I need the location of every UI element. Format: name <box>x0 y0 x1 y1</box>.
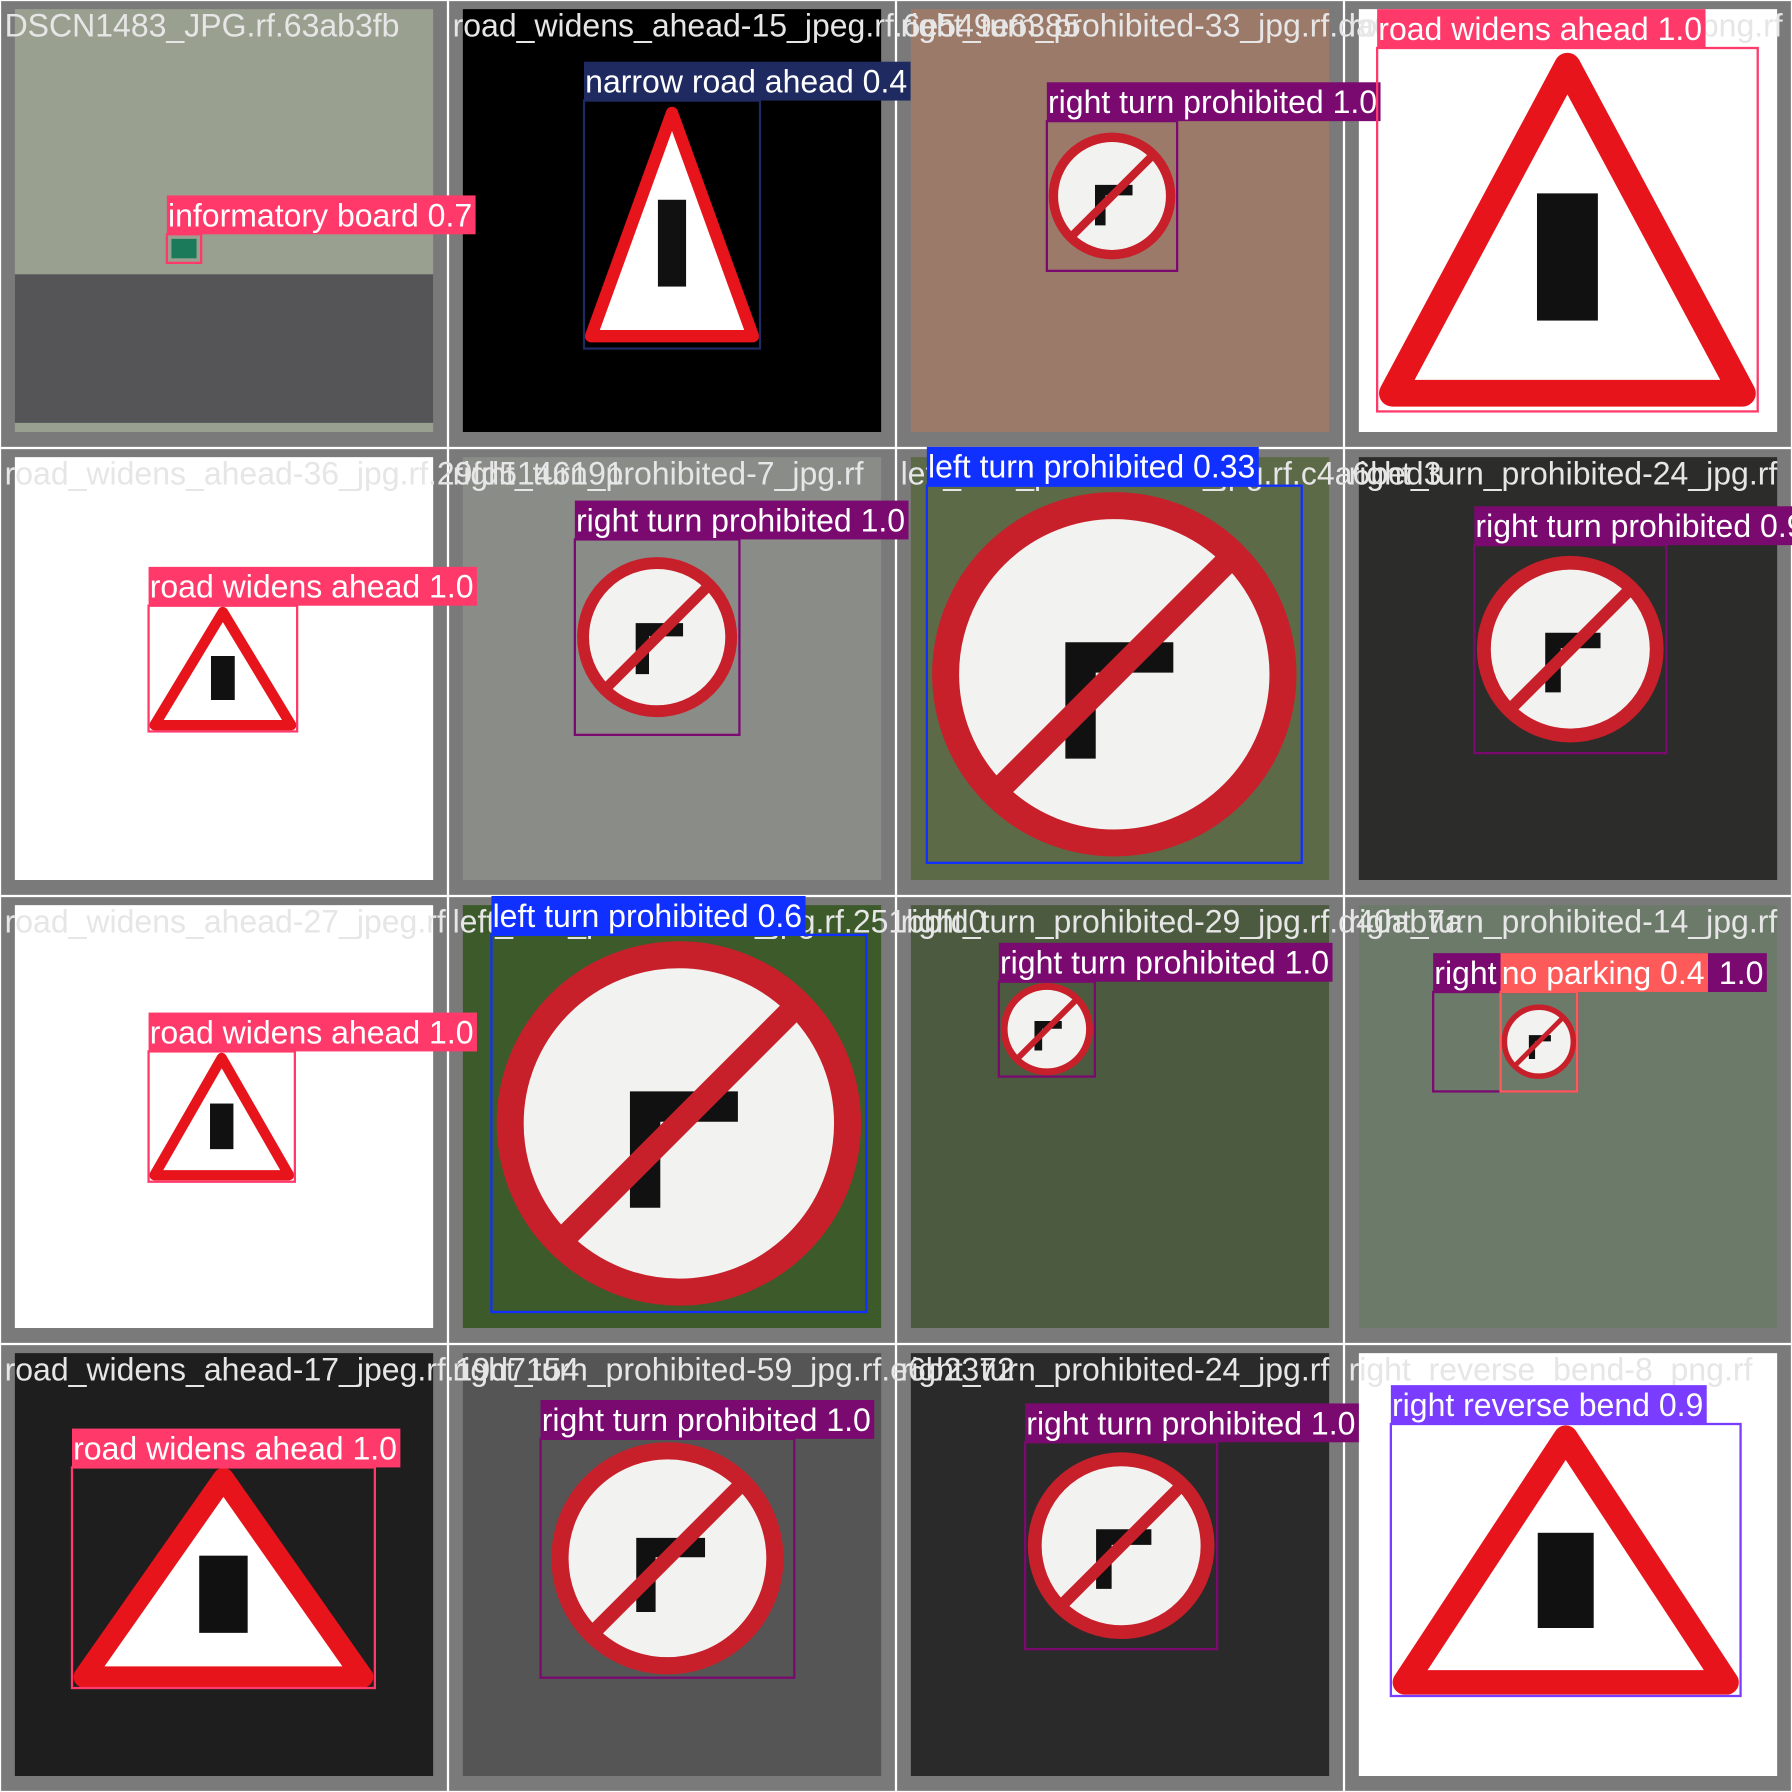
label-background <box>491 896 806 935</box>
sign-slash <box>987 547 1241 801</box>
label-background <box>1046 82 1381 122</box>
sign-symbol <box>210 656 235 700</box>
filename: right_turn_prohibited-33_jpg.rf.da6c005 <box>901 8 1461 44</box>
label-background <box>1500 953 1708 992</box>
label-background <box>1474 506 1792 546</box>
detection-label: right reverse bend 0.9 <box>1392 1387 1703 1423</box>
sign-slash <box>1513 1015 1565 1068</box>
bounding-box <box>1473 544 1668 755</box>
detection-label: road widens ahead 1.0 <box>150 1014 474 1050</box>
detection-label: informatory board 0.7 <box>168 197 472 233</box>
label-background <box>72 1428 401 1468</box>
sign-slash <box>1068 152 1156 240</box>
filename: right_turn_prohibited-7_jpg.rf <box>453 456 864 492</box>
filename: right_turn_prohibited-29_jpg.rf.d40ab7a <box>901 904 1463 940</box>
sign-slash <box>586 1477 748 1639</box>
filename: DSCN1483_JPG.rf.63ab3fb <box>5 8 400 44</box>
sign-slash <box>1014 997 1079 1062</box>
label-background <box>166 195 476 235</box>
detection-label: right turn prohibited 1.0 <box>576 502 905 538</box>
label-background <box>998 942 1333 982</box>
label-background <box>1025 1403 1359 1443</box>
detection-label: left turn prohibited 0.33 <box>928 449 1255 485</box>
filename: right_turn_prohibited-24_jpg.rf <box>1349 456 1778 492</box>
detection-label: right turn prohibited 1.0 <box>1026 1405 1355 1441</box>
filename: right_turn_prohibited-59_jpg.rf.e6b2372 <box>453 1352 1015 1388</box>
detection-label: narrow road ahead 0.4 <box>585 64 907 100</box>
road <box>14 274 434 423</box>
sign-symbol <box>1536 193 1598 321</box>
detection-label: no parking 0.4 <box>1502 955 1705 991</box>
sign-slash <box>1505 584 1636 714</box>
detection-label: road widens ahead 1.0 <box>73 1430 397 1466</box>
label-background <box>584 61 911 101</box>
sign-slash <box>552 996 806 1250</box>
label-background <box>574 500 909 540</box>
label-background <box>1390 1385 1707 1424</box>
sign-symbol <box>1537 1532 1594 1628</box>
sign-symbol <box>199 1555 248 1633</box>
label-background <box>926 446 1259 486</box>
label-background <box>540 1400 875 1439</box>
filename: right_turn_prohibited-14_jpg.rf <box>1349 904 1778 940</box>
filename: road_widens_ahead-17_jpeg.rf.19d7154 <box>5 1352 580 1388</box>
detection-label: right turn prohibited 0.9 <box>1475 508 1792 544</box>
sign-slash <box>601 581 713 693</box>
sign <box>171 238 197 259</box>
filename: road_widens_ahead-27_jpeg.rf <box>5 904 446 940</box>
detection-label: right turn prohibited 1.0 <box>1048 84 1377 120</box>
filename: road_widens_ahead-15_jpeg.rf.6e549e6385 <box>453 8 1081 44</box>
detection-label: road widens ahead 1.0 <box>150 569 474 605</box>
filename: right_reverse_bend-8_png.rf <box>1349 1352 1753 1388</box>
filename: right_turn_prohibited-24_jpg.rf <box>901 1352 1330 1388</box>
detection-label: right turn prohibited 1.0 <box>542 1402 871 1438</box>
filename: road_widens_ahead-36_jpg.rf.29fd5146191 <box>5 456 624 492</box>
sign-slash <box>1056 1480 1186 1611</box>
sign-symbol <box>657 199 687 287</box>
detection-label: road widens ahead 1.0 <box>1378 11 1702 47</box>
label-background <box>1377 9 1706 49</box>
detection-label: right turn prohibited 1.0 <box>1000 945 1329 981</box>
detection-label: left turn prohibited 0.6 <box>493 898 803 934</box>
label-background <box>148 566 477 606</box>
sign-symbol <box>210 1103 234 1150</box>
label-background <box>148 1012 477 1052</box>
